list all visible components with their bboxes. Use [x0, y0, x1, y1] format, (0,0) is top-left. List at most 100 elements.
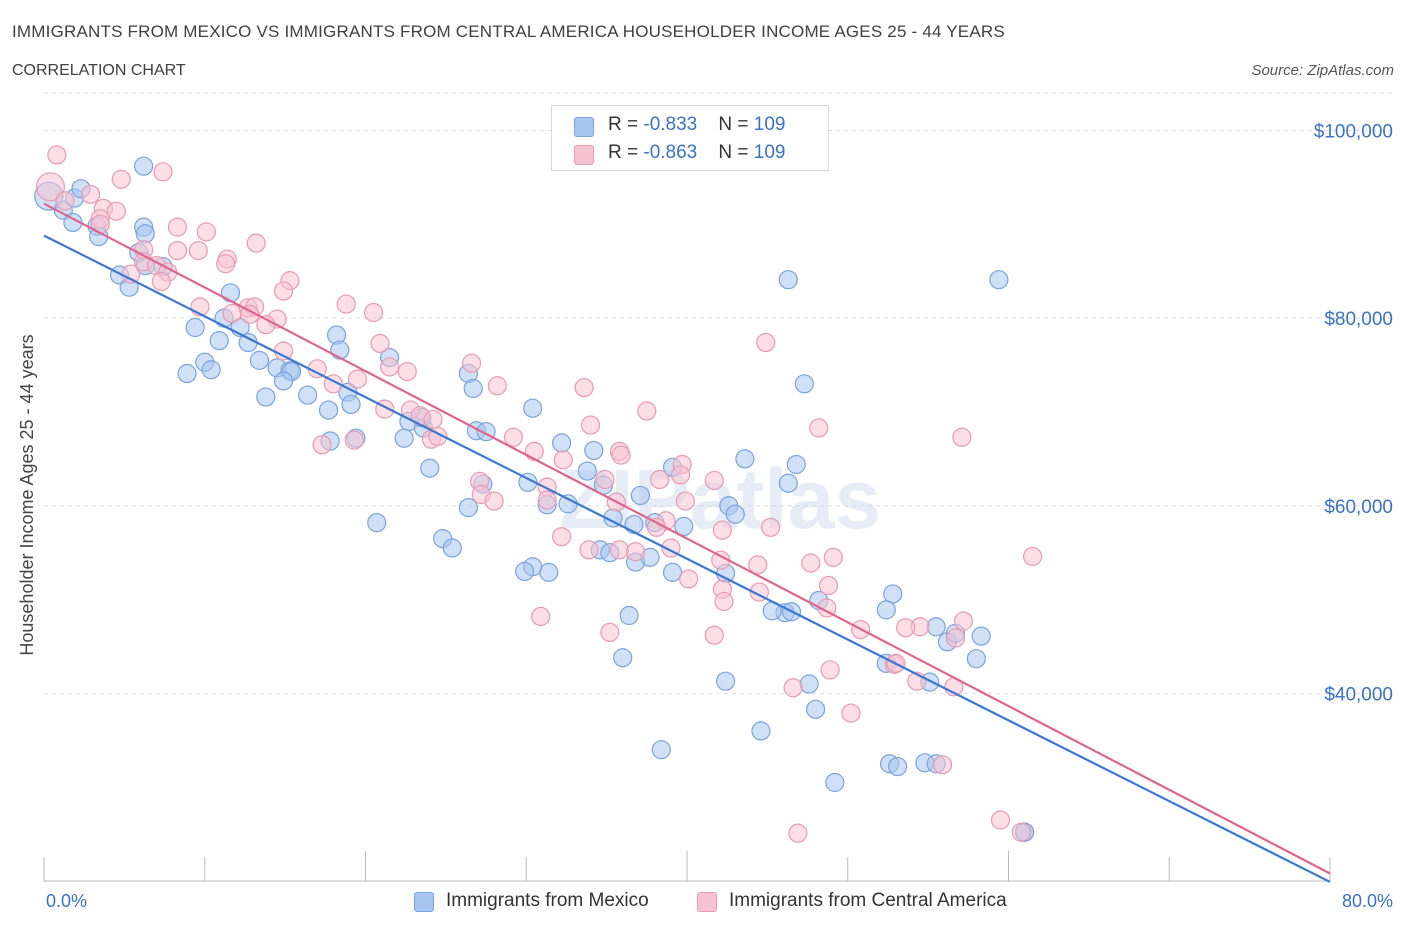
point-central-america	[580, 415, 601, 435]
point-central-america	[552, 527, 572, 547]
point-mexico	[135, 224, 155, 244]
point-mexico	[751, 721, 771, 741]
point-mexico	[185, 317, 205, 338]
point-mexico	[662, 562, 683, 582]
point-central-america	[679, 569, 699, 589]
point-central-america	[336, 294, 356, 314]
point-mexico	[786, 454, 806, 475]
point-mexico	[318, 400, 339, 420]
stats-r-value-central-america: -0.863	[643, 142, 698, 163]
point-central-america	[246, 233, 266, 253]
point-central-america	[1023, 546, 1043, 567]
stats-n-label: N =	[718, 142, 754, 163]
point-central-america	[153, 162, 173, 182]
point-mexico	[584, 440, 604, 461]
point-central-america	[817, 598, 837, 618]
point-central-america	[487, 376, 507, 396]
point-mexico	[876, 600, 896, 620]
point-mexico	[367, 513, 387, 533]
point-central-america	[106, 201, 126, 221]
point-central-america	[344, 430, 364, 450]
point-mexico	[651, 740, 671, 760]
point-central-america	[756, 332, 776, 353]
legend-swatch-mexico	[414, 892, 434, 912]
point-central-america	[537, 490, 557, 510]
chart-title: IMMIGRANTS FROM MEXICO VS IMMIGRANTS FRO…	[12, 22, 1005, 41]
point-central-america	[783, 678, 803, 698]
y-axis-label: Householder Income Ages 25 - 44 years	[17, 334, 37, 655]
point-central-america	[670, 465, 691, 485]
point-mexico	[249, 350, 270, 370]
point-central-america	[823, 547, 843, 567]
point-central-america	[216, 254, 236, 274]
point-central-america	[484, 491, 504, 511]
stats-r-label: R =	[608, 114, 644, 135]
point-mexico	[805, 699, 826, 719]
point-mexico	[552, 433, 572, 453]
stats-n-value-mexico: 109	[753, 114, 786, 135]
stats-n-label: N =	[718, 114, 754, 135]
point-central-america	[167, 217, 188, 237]
point-mexico	[971, 626, 991, 646]
point-central-america	[646, 517, 667, 537]
point-mexico	[201, 360, 221, 380]
point-central-america	[650, 469, 670, 490]
point-central-america	[704, 625, 724, 645]
point-central-america	[524, 441, 544, 461]
point-mexico	[515, 561, 535, 582]
point-central-america	[461, 353, 482, 373]
stats-r-label: R =	[608, 142, 644, 163]
point-central-america	[397, 362, 417, 382]
stats-box: R = -0.833 N = 109 R = -0.863 N = 109	[551, 105, 829, 171]
point-central-america	[625, 542, 646, 562]
point-central-america	[609, 540, 630, 560]
point-central-america	[273, 281, 294, 301]
point-central-america	[151, 271, 171, 292]
point-central-america	[312, 435, 332, 455]
point-central-america	[380, 357, 400, 377]
point-mexico	[177, 363, 197, 384]
point-central-america	[675, 491, 695, 511]
point-mexico	[619, 605, 639, 626]
stats-r-value-mexico: -0.833	[643, 114, 698, 135]
legend-swatch-central-america	[697, 892, 717, 912]
y-tick-label: $100,000	[1314, 122, 1393, 143]
point-mexico	[273, 371, 294, 391]
point-mexico	[577, 461, 597, 481]
point-central-america	[222, 303, 242, 324]
y-tick-labels: $40,000 $60,000 $80,000 $100,000	[1314, 122, 1393, 706]
point-mexico	[926, 617, 946, 637]
point-mexico	[341, 394, 361, 415]
point-mexico	[624, 514, 644, 535]
legend-label-mexico: Immigrants from Mexico	[446, 890, 649, 911]
point-mexico	[825, 772, 845, 793]
stats-swatch-central-america	[574, 145, 594, 165]
trend-lines	[43, 202, 1331, 883]
point-central-america	[748, 555, 768, 575]
point-mexico	[715, 671, 736, 691]
point-mexico	[220, 283, 241, 303]
point-central-america	[503, 427, 523, 447]
source-credit: Source: ZipAtlas.com	[1251, 62, 1394, 79]
point-mexico	[887, 756, 908, 777]
point-central-america	[788, 823, 808, 843]
data-points	[34, 145, 1043, 843]
point-mexico	[799, 674, 819, 694]
point-mexico	[256, 387, 276, 407]
point-central-america	[188, 241, 208, 261]
point-central-america	[820, 660, 840, 680]
point-central-america	[423, 409, 443, 430]
point-central-america	[35, 172, 66, 202]
axes	[43, 851, 1331, 882]
point-mexico	[778, 473, 798, 493]
point-central-america	[1011, 822, 1031, 842]
point-mexico	[298, 385, 318, 405]
trend-line-mexico	[43, 234, 1331, 883]
point-mexico	[442, 538, 462, 558]
point-mexico	[613, 648, 633, 668]
point-central-america	[952, 427, 972, 447]
stats-n-value-central-america: 109	[753, 142, 786, 163]
point-mexico	[735, 449, 755, 469]
point-central-america	[714, 591, 734, 612]
